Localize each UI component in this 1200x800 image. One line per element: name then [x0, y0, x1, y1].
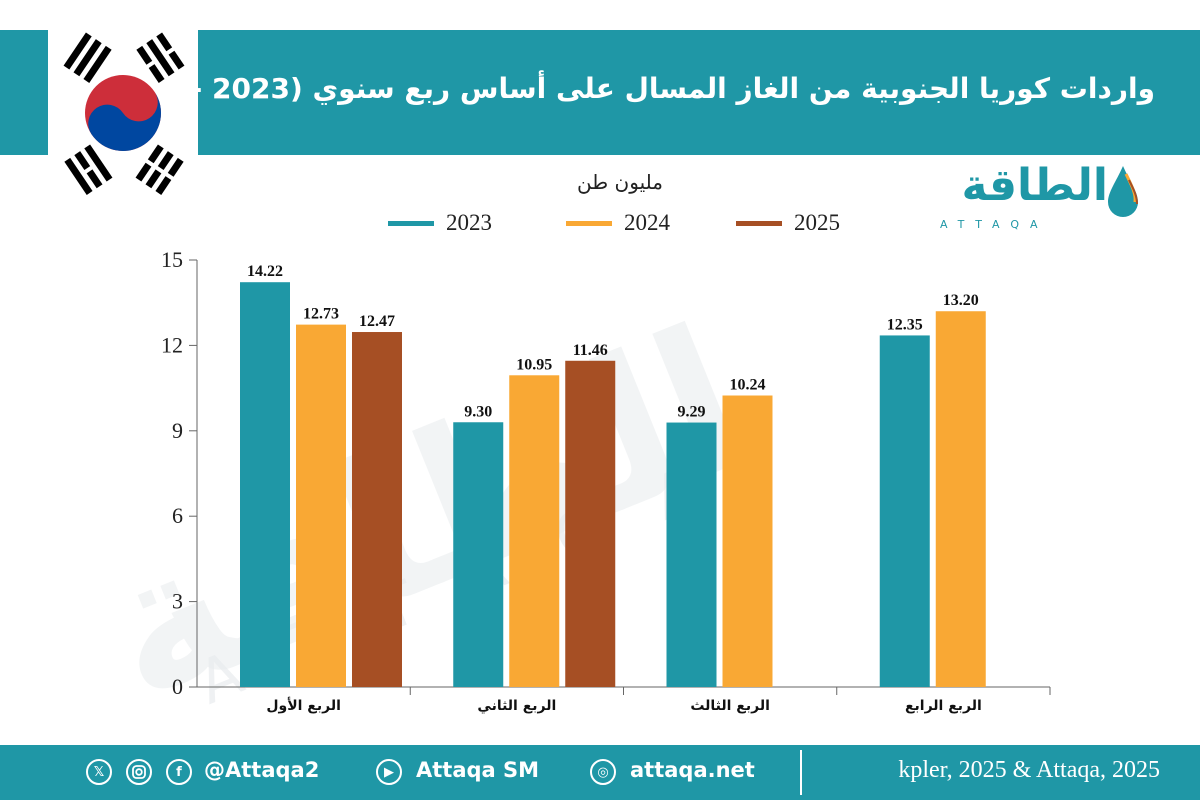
- logo-arabic: الطاقة: [961, 160, 1108, 211]
- bar-2024-2: [509, 375, 560, 687]
- bar-chart: 0 3 6 9 12 15 14.22 12.73 12.47 الربع الأول 9.30 10…: [161, 247, 1051, 714]
- page-title: واردات كوريا الجنوبية من الغاز المسال عل…: [90, 72, 1155, 105]
- data-label: 11.46: [573, 342, 608, 359]
- y-tick-label: 3: [172, 589, 183, 614]
- data-label: 9.29: [678, 404, 706, 421]
- legend-item-2025: 2025: [736, 208, 840, 238]
- x-category-label: الربع الثالث: [690, 698, 770, 714]
- footer-youtube[interactable]: Attaqa SM: [416, 758, 540, 782]
- flag-icon: [48, 0, 198, 226]
- instagram-icon[interactable]: [126, 759, 152, 785]
- data-label: 9.30: [464, 403, 492, 420]
- y-tick-label: 6: [172, 503, 183, 528]
- youtube-icon[interactable]: ▶: [376, 759, 402, 785]
- x-icon[interactable]: 𝕏: [86, 759, 112, 785]
- unit-label: مليون طن: [577, 170, 663, 194]
- legend-swatch-2025: [736, 220, 782, 226]
- y-tick-label: 9: [172, 418, 183, 443]
- y-tick-label: 12: [161, 332, 183, 357]
- bar-2023-4: [879, 335, 930, 687]
- dribbble-icon[interactable]: ◎: [590, 759, 616, 785]
- data-label: 10.95: [516, 356, 552, 373]
- data-label: 12.73: [303, 306, 339, 323]
- footer: 𝕏 f @Attaqa2 ▶ Attaqa SM ◎ attaqa.net kp…: [0, 745, 1200, 800]
- x-category-label: الربع الثاني: [477, 698, 556, 714]
- footer-divider: [800, 750, 802, 795]
- logo-latin: ATTAQA: [940, 218, 1049, 231]
- legend-label-2025: 2025: [794, 210, 840, 235]
- facebook-icon[interactable]: f: [166, 759, 192, 785]
- data-label: 12.47: [359, 313, 395, 330]
- bar-2023-2: [453, 422, 504, 687]
- y-tick-label: 0: [172, 674, 183, 699]
- bar-2025-1: [352, 332, 402, 687]
- source-note: kpler, 2025 & Attaqa, 2025: [898, 757, 1160, 783]
- footer-website[interactable]: attaqa.net: [630, 758, 755, 782]
- bar-2024-3: [722, 395, 773, 687]
- header-band: [0, 30, 1200, 155]
- x-category-label: الربع الأول: [266, 697, 341, 714]
- x-category-label: الربع الرابع: [905, 698, 982, 714]
- bar-2023-3: [666, 422, 717, 687]
- south-korea-flag: [48, 0, 198, 226]
- legend-swatch-2024: [566, 220, 612, 226]
- legend-label-2023: 2023: [446, 210, 492, 235]
- data-label: 12.35: [887, 316, 923, 333]
- data-label: 10.24: [730, 377, 766, 394]
- data-label: 13.20: [943, 292, 979, 309]
- y-tick-label: 15: [161, 247, 183, 272]
- legend-swatch-2023: [388, 220, 434, 226]
- data-label: 14.22: [247, 263, 283, 280]
- bar-2025-2: [565, 360, 616, 687]
- attaqa-logo: الطاقة ATTAQA: [928, 160, 1158, 240]
- bar-2023-1: [240, 282, 290, 687]
- bar-2024-1: [296, 324, 346, 687]
- legend-item-2023: 2023: [388, 208, 492, 238]
- legend-item-2024: 2024: [566, 208, 670, 238]
- drop-icon: [1108, 166, 1138, 217]
- bar-2024-4: [935, 311, 986, 687]
- chart-legend: 2023 2024 2025: [388, 208, 858, 238]
- legend-label-2024: 2024: [624, 210, 670, 235]
- footer-handle[interactable]: @Attaqa2: [204, 758, 320, 782]
